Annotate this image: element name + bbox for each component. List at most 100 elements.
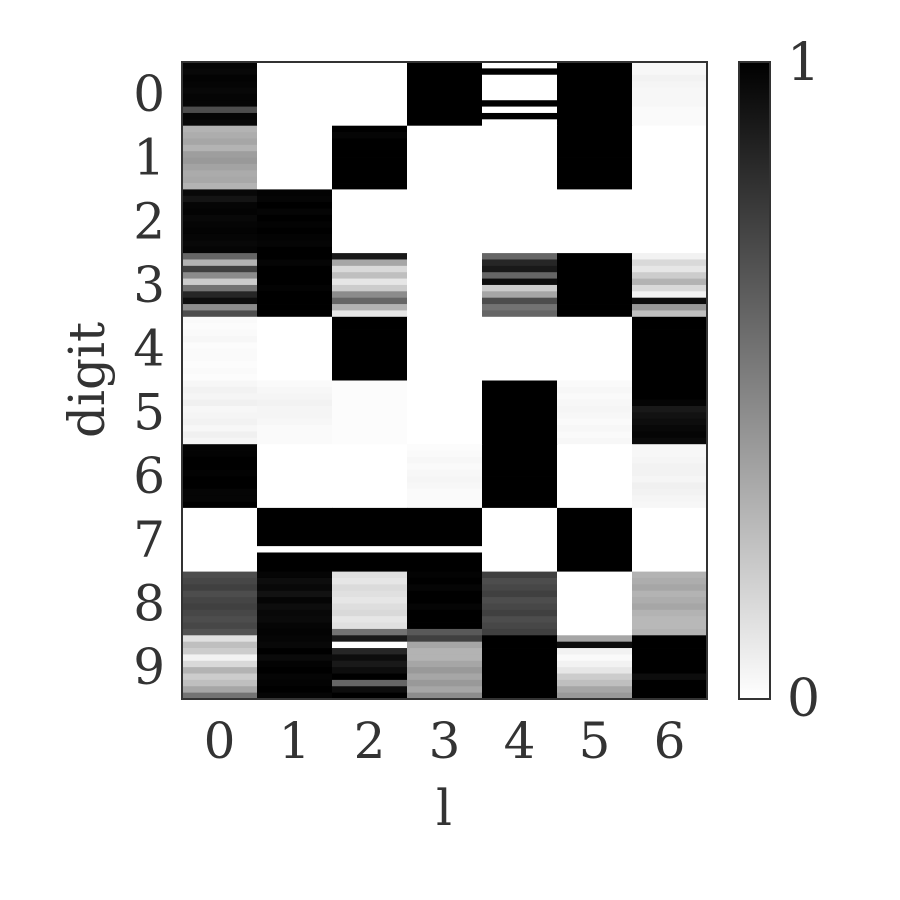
heatmap-cell [482,68,558,76]
heatmap-cell [407,641,483,649]
heatmap-cell [407,635,483,643]
heatmap-cell [332,329,408,337]
heatmap-cell [257,323,333,330]
heatmap-cell [182,450,258,458]
x-tick-label: 4 [504,712,536,770]
heatmap-cell [557,265,633,273]
heatmap-cell [632,660,708,668]
heatmap-cell [557,501,633,509]
heatmap-cell [182,112,258,120]
heatmap-cell [257,399,333,407]
heatmap-cell [332,692,408,700]
heatmap-cell [257,93,333,101]
heatmap-cell [632,616,708,623]
heatmap-cell [557,692,633,700]
heatmap-cell [332,641,408,649]
heatmap-cell [407,138,483,146]
heatmap-cell [257,361,333,369]
heatmap-cell [257,348,333,356]
heatmap-cell [632,641,708,649]
heatmap-cell [557,297,633,305]
heatmap-cell [407,609,483,617]
heatmap-cell [182,692,258,700]
heatmap-cell [407,673,483,681]
heatmap-cell [557,259,633,267]
heatmap-cell [557,635,633,643]
heatmap-cell [632,253,708,260]
heatmap-cell [482,189,558,197]
heatmap-cell [557,673,633,681]
heatmap-cell [632,501,708,509]
heatmap-cell [332,367,408,375]
heatmap-cell [257,342,333,350]
heatmap-cell [557,221,633,229]
heatmap-cell [332,628,408,636]
heatmap-cell [332,520,408,528]
heatmap-cell [182,641,258,649]
heatmap-cell [407,297,483,305]
heatmap-cell [482,81,558,88]
heatmap-cell [407,259,483,267]
heatmap-cell [257,272,333,279]
heatmap-cell [557,571,633,579]
heatmap-cell [182,189,258,197]
heatmap-cell [257,635,333,643]
heatmap-cell [182,183,258,190]
heatmap-cell [332,539,408,547]
heatmap-cell [482,686,558,694]
heatmap-cell [257,609,333,617]
heatmap-cell [257,546,333,553]
x-axis-label: l [436,779,452,837]
heatmap-cell [257,214,333,222]
heatmap-cell [257,87,333,95]
heatmap-cell [182,316,258,324]
heatmap-cell [332,233,408,241]
heatmap-cell [332,679,408,687]
heatmap-cell [632,488,708,496]
heatmap-cell [332,425,408,432]
heatmap-cell [332,284,408,292]
heatmap-cell [407,202,483,209]
heatmap-cell [557,227,633,235]
heatmap-cell [407,214,483,222]
heatmap-cell [557,361,633,369]
heatmap-cell [182,667,258,674]
heatmap-cell [257,355,333,362]
heatmap-cell [482,144,558,152]
heatmap-cell [557,367,633,375]
heatmap-cell [557,62,633,69]
heatmap-cell [557,463,633,471]
heatmap-cell [482,246,558,254]
heatmap-cell [257,208,333,216]
heatmap-cell [632,144,708,152]
heatmap-cell [332,660,408,668]
heatmap-cell [182,380,258,388]
heatmap-cell [332,259,408,267]
heatmap-cell [257,221,333,229]
heatmap-cell [332,323,408,330]
heatmap-cell [632,571,708,579]
heatmap-cell [557,450,633,458]
heatmap-cell [182,163,258,171]
heatmap-cell [482,221,558,229]
heatmap-cell [332,265,408,273]
heatmap-cell [182,259,258,267]
heatmap-cell [257,100,333,107]
x-tick-label: 1 [279,712,311,770]
heatmap-cell [557,208,633,216]
heatmap-cell [482,692,558,700]
heatmap-cell [332,686,408,694]
heatmap-cell [257,412,333,420]
heatmap-cell [557,138,633,146]
heatmap-cell [557,558,633,566]
heatmap-cell [407,488,483,496]
heatmap-cell [482,265,558,273]
heatmap-cell [332,495,408,502]
heatmap-cell [407,144,483,152]
heatmap-cell [632,93,708,101]
heatmap-cell [407,208,483,216]
heatmap-cell [557,335,633,343]
heatmap-cell [557,552,633,560]
heatmap-cell [332,246,408,254]
heatmap-cell [482,565,558,572]
